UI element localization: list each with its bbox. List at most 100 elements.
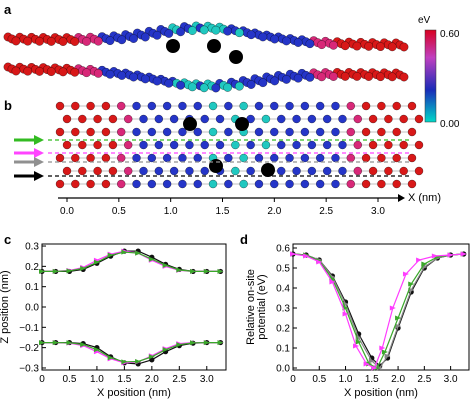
atom-b xyxy=(270,127,279,137)
atom-a xyxy=(223,83,232,92)
atom-b xyxy=(71,101,80,111)
atom-a xyxy=(258,78,268,88)
x-tick-label: 2.0 xyxy=(145,374,159,385)
colorbar-min-label: 0.00 xyxy=(440,119,460,130)
atom-b xyxy=(270,153,279,163)
atom-b xyxy=(178,153,187,163)
atom-b xyxy=(368,140,378,150)
atom-a xyxy=(23,36,33,46)
atom-b xyxy=(353,114,362,124)
atom-b xyxy=(86,127,95,137)
atom-a xyxy=(117,71,127,80)
atom-a xyxy=(246,30,256,40)
atom-b xyxy=(124,140,133,150)
panel-letter-c: c xyxy=(4,232,11,247)
atom-a xyxy=(129,34,138,43)
atom-b xyxy=(178,127,187,137)
data-point xyxy=(107,252,114,258)
data-point xyxy=(80,265,87,271)
atom-b xyxy=(139,114,148,124)
y-tick-label: −0.3 xyxy=(19,363,39,374)
atom-b xyxy=(292,140,301,150)
atom-b xyxy=(239,101,248,111)
atom-b xyxy=(377,101,386,111)
series-line xyxy=(42,251,221,272)
x-axis-title: X position (nm) xyxy=(344,387,418,399)
x-axis-title: X position (nm) xyxy=(97,387,171,399)
atom-b xyxy=(323,166,332,176)
atom-b xyxy=(178,179,187,189)
chart-d: 0.0 0.1 0.2 0.3 0.4 0.5 0.6 0 0.5 1.0 1.5 2.0 2.5 3.0… xyxy=(245,243,470,399)
atom-b xyxy=(392,101,401,111)
atom-b xyxy=(323,140,332,150)
data-point xyxy=(190,268,197,274)
arrow-head xyxy=(34,171,44,181)
series-line xyxy=(292,253,464,369)
atom-a xyxy=(329,40,338,50)
defect-atom-b xyxy=(183,117,197,131)
atom-a xyxy=(364,72,374,81)
atom-a xyxy=(305,73,315,82)
atom-a xyxy=(46,37,56,46)
atom-b xyxy=(285,127,294,137)
atom-b xyxy=(316,153,325,163)
atom-b xyxy=(254,127,264,137)
atom-a xyxy=(70,37,80,46)
atom-b xyxy=(224,101,233,111)
atom-b xyxy=(261,140,271,150)
x-tick-label: 1.0 xyxy=(90,374,104,385)
atom-b xyxy=(399,140,408,150)
atom-b xyxy=(117,179,126,189)
atom-a xyxy=(211,25,221,35)
atom-b xyxy=(331,101,340,111)
atom-a xyxy=(340,41,350,51)
x-tick-label: 2.5 xyxy=(172,374,186,385)
atom-b xyxy=(124,114,133,124)
data-point xyxy=(39,340,45,346)
atom-b xyxy=(384,166,393,176)
series-line xyxy=(292,253,464,367)
atom-b xyxy=(377,179,386,189)
data-point xyxy=(107,355,114,361)
data-point xyxy=(460,251,467,257)
atom-b xyxy=(55,153,65,163)
atom-a xyxy=(399,72,409,82)
atom-b xyxy=(162,101,172,111)
atom-b xyxy=(117,127,126,137)
atom-b xyxy=(338,140,347,150)
atom-b xyxy=(292,166,301,176)
atom-a xyxy=(235,81,244,91)
y-tick-label: −0.1 xyxy=(19,323,39,334)
atom-b xyxy=(154,166,163,176)
series-line xyxy=(292,253,464,369)
atom-b xyxy=(246,140,255,150)
atom-b xyxy=(108,114,118,124)
atom-b xyxy=(307,114,317,124)
atom-a xyxy=(152,76,162,86)
atom-b xyxy=(193,101,202,111)
atom-b xyxy=(399,166,408,176)
scan-line-arrows xyxy=(14,135,412,181)
atom-b xyxy=(78,114,87,124)
atom-a xyxy=(317,72,327,82)
atom-b xyxy=(62,140,72,150)
x-tick-label: 0.5 xyxy=(63,374,77,385)
x-tick-label: 0.5 xyxy=(312,374,326,385)
data-point xyxy=(303,253,310,259)
plot-frame xyxy=(41,243,227,371)
atom-b xyxy=(108,166,118,176)
atom-b xyxy=(300,127,310,137)
atom-b xyxy=(407,127,417,137)
atom-b xyxy=(292,114,301,124)
y-tick-label: −0.2 xyxy=(19,343,39,354)
x-tick-label: 3.0 xyxy=(444,374,458,385)
atom-b xyxy=(346,179,355,189)
atom-b xyxy=(407,101,417,111)
atom-b xyxy=(101,127,111,137)
atom-a xyxy=(140,32,150,42)
atom-b xyxy=(407,179,417,189)
y-tick-label: 0.0 xyxy=(276,364,290,375)
atom-b xyxy=(132,153,141,163)
atom-b xyxy=(239,153,248,163)
atom-a xyxy=(340,72,350,81)
